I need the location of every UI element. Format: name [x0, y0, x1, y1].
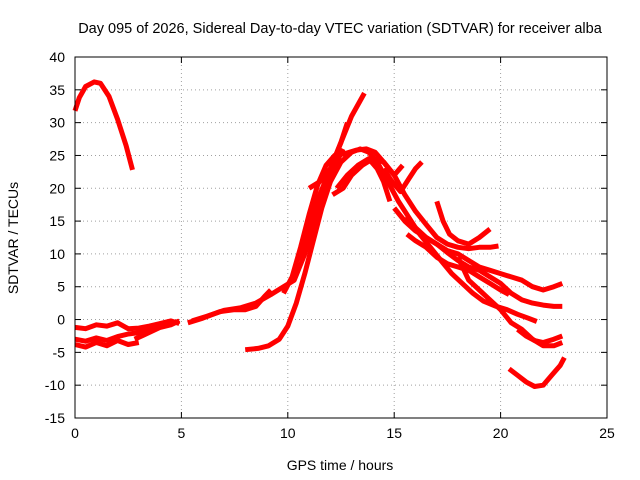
- series-sat-n: [381, 160, 424, 195]
- y-tick-label: 15: [49, 213, 65, 229]
- plot-frame: [74, 56, 608, 419]
- x-tick-label: 15: [386, 425, 402, 441]
- x-tick-label: 0: [71, 425, 79, 441]
- series-sat-e: [133, 318, 181, 342]
- series-sat-h: [244, 146, 538, 353]
- chart-title: Day 095 of 2026, Sidereal Day-to-day VTE…: [78, 21, 603, 37]
- y-tick-label: 40: [49, 49, 65, 65]
- data-series: [72, 79, 567, 389]
- tick-labels: 0 5 10 15 20 25 -15 -10 -5 0 5 10 15 20 25 30 35 40: [45, 49, 615, 441]
- y-tick-label: -10: [45, 377, 65, 393]
- series-sat-k: [307, 91, 367, 191]
- series-sat-s: [455, 256, 564, 349]
- x-tick-label: 5: [178, 425, 186, 441]
- y-tick-label: 25: [49, 147, 65, 163]
- series-sat-t: [516, 327, 564, 345]
- series-sat-a: [72, 79, 135, 171]
- series-sat-u: [507, 356, 567, 389]
- series-sat-d: [74, 338, 140, 350]
- y-tick-label: 5: [57, 279, 65, 295]
- y-tick-label: 20: [49, 180, 65, 196]
- y-tick-label: 0: [57, 312, 65, 328]
- y-tick-label: 30: [49, 115, 65, 131]
- y-tick-label: 10: [49, 246, 65, 262]
- y-tick-label: -15: [45, 410, 65, 426]
- x-tick-label: 25: [599, 425, 615, 441]
- y-tick-label: 35: [49, 82, 65, 98]
- series-sat-q: [405, 232, 511, 297]
- series-sat-m: [331, 156, 405, 197]
- series-sat-p: [403, 215, 563, 309]
- series-sat-r: [434, 200, 492, 247]
- x-tick-label: 20: [493, 425, 509, 441]
- y-tick-label: -5: [53, 344, 66, 360]
- grid-lines: [75, 57, 607, 418]
- y-axis-label: SDTVAR / TECUs: [5, 182, 21, 294]
- x-axis-label: GPS time / hours: [287, 457, 394, 473]
- x-tick-label: 10: [280, 425, 296, 441]
